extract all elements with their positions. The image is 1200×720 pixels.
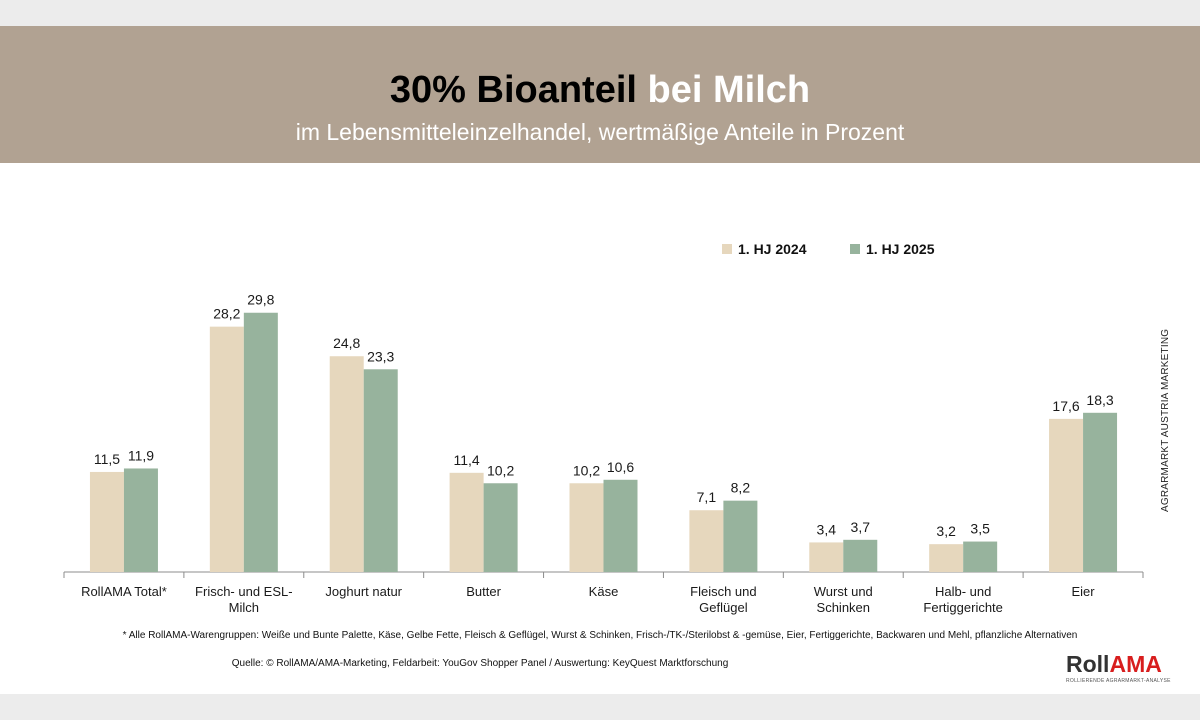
bar-2024 [569,483,604,572]
bar-2025 [963,541,998,572]
legend-swatch-2024 [722,244,732,254]
category-label: Butter [466,584,501,599]
data-label: 29,8 [247,292,274,308]
legend-label-2025: 1. HJ 2025 [866,241,935,257]
logo-subtitle: ROLLIERENDE AGRARMARKT-ANALYSE [1066,678,1171,684]
category-label: Schinken [817,600,870,615]
bar-2024 [449,472,484,572]
data-label: 24,8 [333,335,360,351]
data-label: 10,2 [573,462,600,478]
category-label: Geflügel [699,600,748,615]
data-label: 3,2 [936,523,956,539]
bar-2025 [1083,412,1118,572]
footnote: * Alle RollAMA-Warengruppen: Weiße und B… [122,630,1078,641]
side-label: AGRARMARKT AUSTRIA MARKETING [1160,328,1171,512]
bar-2025 [483,483,518,572]
bar-2025 [843,539,878,572]
slide: 30% Bioanteil bei Milch im Lebensmittele… [0,26,1200,694]
data-label: 7,1 [697,489,717,505]
data-label: 3,7 [851,519,871,535]
data-label: 28,2 [213,306,240,322]
source-note: Quelle: © RollAMA/AMA-Marketing, Feldarb… [231,658,729,669]
logo-ama-text: AMA [1109,651,1162,677]
bar-2024 [209,326,244,572]
bar-2025 [243,312,278,572]
category-label: Käse [589,584,619,599]
category-label: Milch [229,600,259,615]
category-label: RollAMA Total* [81,584,167,599]
data-label: 10,6 [607,459,634,475]
category-label: Wurst und [814,584,873,599]
bar-2025 [123,468,158,572]
bar-2024 [929,544,964,572]
data-label: 23,3 [367,348,394,364]
category-label: Joghurt natur [325,584,402,599]
logo-roll-text: Roll [1066,651,1110,677]
category-label: Fertiggerichte [923,600,1002,615]
data-label: 3,5 [970,521,990,537]
bar-2025 [723,500,758,572]
legend-swatch-2025 [850,244,860,254]
title-white-part: bei Milch [647,69,811,111]
bar-2024 [809,542,844,572]
bar-2024 [689,510,724,572]
page-subtitle: im Lebensmitteleinzelhandel, wertmäßige … [295,119,905,145]
data-label: 8,2 [731,480,751,496]
bar-2024 [89,471,124,572]
category-label: Fleisch und [690,584,756,599]
data-label: 11,9 [128,447,154,463]
rollama-logo: RollAMA ROLLIERENDE AGRARMARKT-ANALYSE [1066,652,1186,692]
data-label: 3,4 [817,521,837,537]
bar-2024 [1049,418,1084,572]
category-label: Halb- und [935,584,991,599]
bar-2025 [603,479,638,572]
category-label: Eier [1071,584,1095,599]
bar-2025 [363,369,398,572]
bar-2024 [329,356,364,572]
data-label: 11,4 [454,452,480,468]
title-bold-part: 30% Bioanteil [389,69,637,111]
data-label: 17,6 [1052,398,1079,414]
legend-label-2024: 1. HJ 2024 [738,241,807,257]
category-label: Frisch- und ESL- [195,584,293,599]
page-title: 30% Bioanteil bei Milch [0,68,1200,112]
data-label: 10,2 [487,462,514,478]
data-label: 18,3 [1086,392,1113,408]
title-banner: 30% Bioanteil bei Milch im Lebensmittele… [0,26,1200,163]
bar-chart: 11,5 11,9 RollAMA Total* 28,2 29,8 Frisch- un… [63,241,1144,615]
data-label: 11,5 [94,451,120,467]
